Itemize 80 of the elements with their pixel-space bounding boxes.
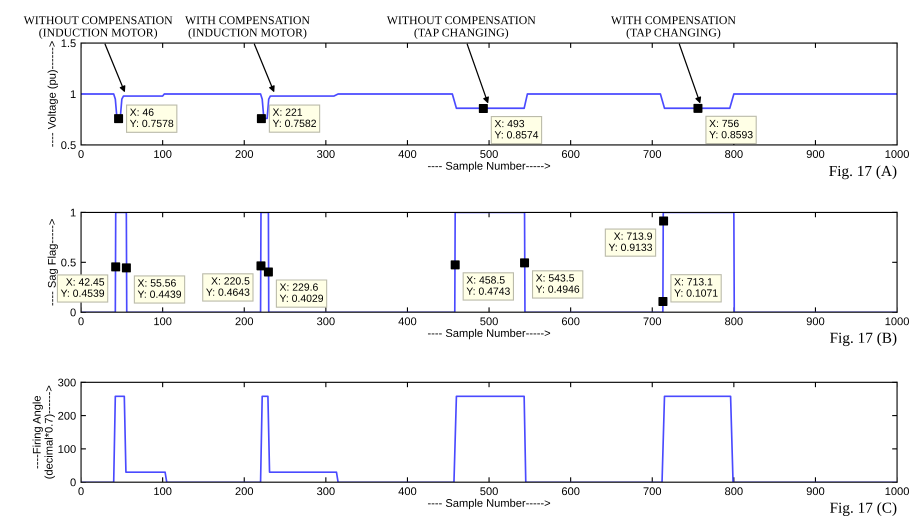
point xyxy=(478,104,488,114)
data-label: X: 221 Y: 0.7582 xyxy=(272,108,316,128)
x-axis-title: ---- Sample Number-----> xyxy=(428,498,550,510)
x-tick-label: 300 xyxy=(317,150,335,158)
x-tick-label: 400 xyxy=(398,150,416,158)
x-tick-label: 500 xyxy=(480,487,498,496)
x-tick-label: 900 xyxy=(806,317,824,326)
x-tick-label: 300 xyxy=(317,317,335,326)
x-tick-label: 0 xyxy=(78,317,84,326)
point xyxy=(659,216,668,226)
annotation: WITH COMPENSATION (TAP CHANGING) xyxy=(610,16,736,39)
x-tick-label: 200 xyxy=(236,317,254,326)
x-axis-title: ---- Sample Number-----> xyxy=(428,328,550,340)
y-tick-label: 0.5 xyxy=(61,258,76,266)
x-tick-label: 900 xyxy=(806,150,824,158)
point xyxy=(264,268,273,277)
data-label: X: 55.56 Y: 0.4439 xyxy=(138,279,182,298)
x-tick-label: 200 xyxy=(236,150,254,158)
point xyxy=(693,104,702,113)
x-tick-label: 700 xyxy=(644,317,662,326)
x-tick-label: 700 xyxy=(644,487,662,496)
x-tick-label: 1000 xyxy=(886,150,909,158)
x-tick-label: 700 xyxy=(644,150,662,158)
point xyxy=(111,262,120,272)
y-tick-label: 1.5 xyxy=(62,39,76,48)
data-label: X: 756 Y: 0.8593 xyxy=(709,120,753,138)
x-tick-label: 600 xyxy=(562,487,580,496)
y-tick-label: 100 xyxy=(58,445,76,454)
x-tick-label: 900 xyxy=(806,487,824,496)
point xyxy=(114,114,124,124)
x-tick-label: 1000 xyxy=(886,487,909,496)
x-tick-label: 800 xyxy=(725,150,743,158)
x-tick-label: 400 xyxy=(398,487,416,496)
data-label: X: 229.6 Y: 0.4029 xyxy=(280,283,324,302)
point xyxy=(122,263,131,272)
x-tick-label: 400 xyxy=(398,317,416,326)
x-tick-label: 500 xyxy=(480,317,498,326)
x-tick-label: 0 xyxy=(78,150,84,158)
y-tick-label: 300 xyxy=(58,378,76,386)
x-tick-label: 300 xyxy=(317,487,335,496)
x-tick-label: 500 xyxy=(480,150,498,158)
x-tick-label: 100 xyxy=(154,150,172,158)
point xyxy=(450,260,460,270)
point xyxy=(256,114,266,124)
point xyxy=(520,258,530,268)
y-axis-title: ---- Voltage (pu)------> xyxy=(48,41,58,147)
x-tick-label: 600 xyxy=(562,317,580,326)
point xyxy=(256,261,266,270)
data-label: X: 220.5 Y: 0.4643 xyxy=(206,277,250,296)
y-tick-label: 1 xyxy=(70,208,76,216)
y-tick-label: 200 xyxy=(58,412,76,420)
x-tick-label: 800 xyxy=(725,317,743,326)
data-label: X: 493 Y: 0.8574 xyxy=(494,120,538,139)
y-tick-label: 0 xyxy=(70,478,76,486)
x-tick-label: 0 xyxy=(78,487,84,496)
x-tick-label: 600 xyxy=(562,150,580,158)
data-label: X: 543.5 Y: 0.4946 xyxy=(536,274,580,293)
data-label: X: 713.9 Y: 0.9133 xyxy=(608,232,652,252)
annotation: WITHOUT COMPENSATION (INDUCTION MOTOR) xyxy=(24,16,172,39)
y-axis-title: ----Firing Angle (decimal*0.7)------> xyxy=(32,386,55,479)
y-tick-label: 0 xyxy=(70,308,76,316)
y-tick-label: 1 xyxy=(70,90,76,98)
data-label: X: 46 Y: 0.7578 xyxy=(130,108,174,128)
x-tick-label: 1000 xyxy=(886,317,909,326)
point xyxy=(658,297,668,306)
x-tick-label: 200 xyxy=(236,487,254,496)
y-tick-label: 0.5 xyxy=(61,141,76,150)
x-tick-label: 800 xyxy=(725,487,743,496)
data-label: X: 42.45 Y: 0.4539 xyxy=(60,278,104,297)
data-label: X: 713.1 Y: 0.1071 xyxy=(674,278,718,297)
annotation: WITH COMPENSATION (INDUCTION MOTOR) xyxy=(185,16,310,39)
caption: Fig. 17 (C) xyxy=(830,502,896,516)
data-label: X: 458.5 Y: 0.4743 xyxy=(466,276,510,295)
x-axis-title: ---- Sample Number-----> xyxy=(428,162,550,172)
x-tick-label: 100 xyxy=(154,487,172,496)
annotation: WITHOUT COMPENSATION (TAP CHANGING) xyxy=(386,16,536,39)
y-axis-title: ---- Sag Flag-----> xyxy=(48,219,58,306)
caption: Fig. 17 (A) xyxy=(829,165,896,180)
x-tick-label: 100 xyxy=(154,317,172,326)
caption: Fig. 17 (B) xyxy=(830,332,896,346)
